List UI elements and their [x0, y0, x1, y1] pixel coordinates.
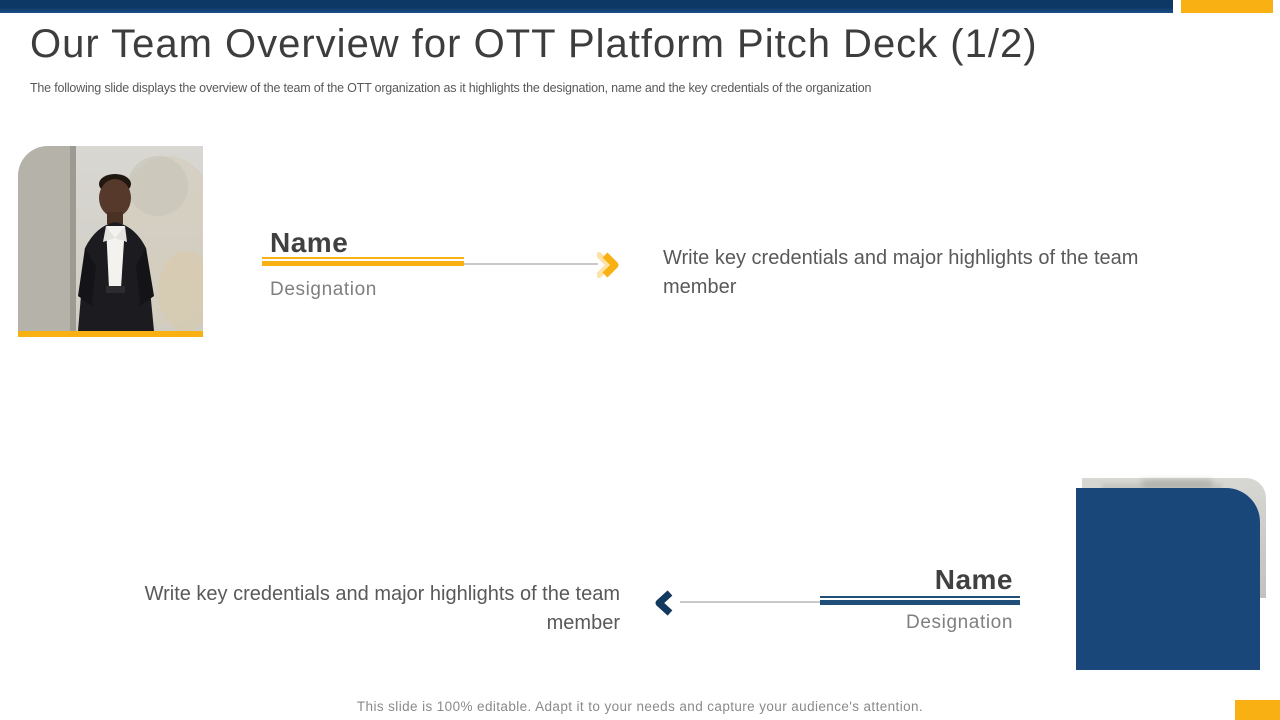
top-accent-bar-navy — [0, 0, 1173, 13]
member1-description: Write key credentials and major highligh… — [663, 247, 1139, 298]
member1-photo-accent-bar — [18, 331, 203, 337]
bottom-corner-accent — [1235, 700, 1280, 720]
member2-name: Name — [934, 564, 1013, 595]
member1-photo — [18, 146, 203, 331]
chevron-right-icon — [597, 252, 619, 278]
member2-name-underline — [820, 596, 1020, 605]
chevron-left-icon — [655, 590, 673, 616]
member1-name-underline — [262, 257, 464, 266]
man-portrait-illustration — [18, 146, 203, 331]
editable-note: This slide is 100% editable. Adapt it to… — [356, 699, 924, 714]
top-accent-bar-yellow — [1181, 0, 1273, 13]
member2-blue-placeholder — [1076, 488, 1260, 670]
page-subtitle: The following slide displays the overvie… — [30, 81, 872, 95]
member1-connector-line — [464, 263, 598, 265]
photo-blur-detail — [1102, 484, 1222, 489]
member1-designation: Designation — [270, 279, 377, 300]
member2-description: Write key credentials and major highligh… — [144, 583, 620, 634]
member2-connector-line — [680, 601, 820, 603]
member1-name: Name — [270, 227, 349, 258]
member2-designation: Designation — [906, 612, 1013, 633]
page-title: Our Team Overview for OTT Platform Pitch… — [30, 22, 1038, 66]
